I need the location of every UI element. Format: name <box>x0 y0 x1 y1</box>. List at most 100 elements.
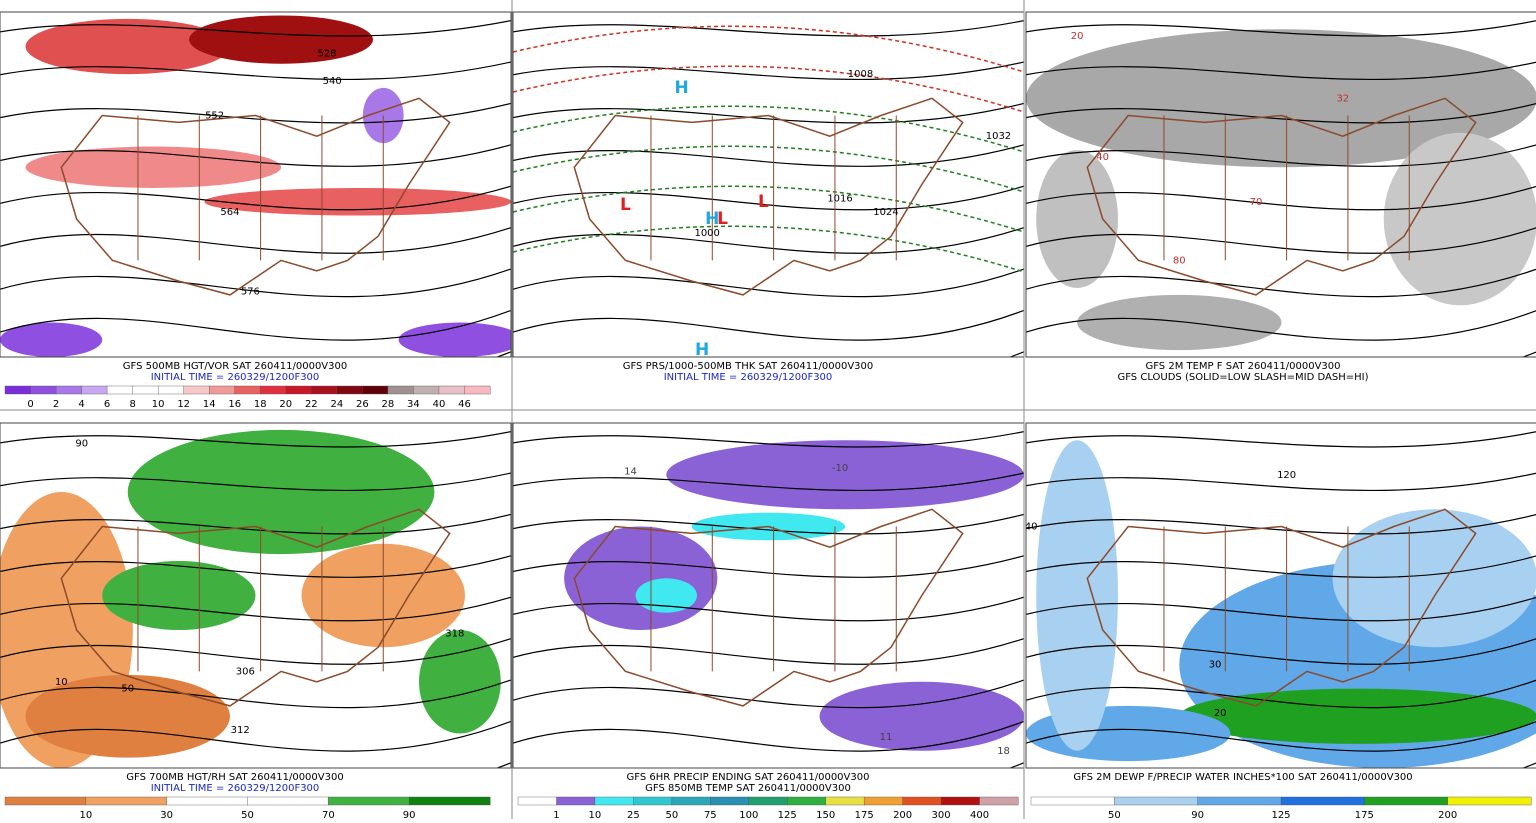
map-label: H <box>675 78 689 98</box>
colorbar-swatch <box>517 796 557 806</box>
field-area <box>25 146 282 188</box>
map-label: L <box>717 209 728 229</box>
contour <box>0 144 511 167</box>
caption: GFS 700MB HGT/RH SAT 260411/0000V300 <box>126 772 343 783</box>
field-area <box>189 15 374 64</box>
contour <box>0 226 511 254</box>
contour <box>513 226 1024 254</box>
borders <box>60 97 451 296</box>
map-label: 70 <box>1250 197 1263 208</box>
colorbar-label: 22 <box>305 399 318 410</box>
map-frame <box>0 422 512 769</box>
map-label: 318 <box>445 628 464 639</box>
caption: INITIAL TIME = 260329/1200F300 <box>664 372 833 383</box>
colorbar-swatch <box>1114 796 1199 806</box>
colorbar-label: 40 <box>433 399 446 410</box>
colorbar-label: 14 <box>203 399 216 410</box>
colorbar-swatch <box>787 796 827 806</box>
contour <box>0 679 511 709</box>
map-frame <box>1025 422 1536 769</box>
contour <box>513 185 1024 211</box>
colorbar-swatch <box>4 385 32 395</box>
colorbar-swatch <box>1030 796 1115 806</box>
contour <box>1026 268 1536 298</box>
colorbar-label: 125 <box>778 810 797 819</box>
colorbar-swatch <box>157 385 185 395</box>
colorbar-label: 0 <box>27 399 33 410</box>
borders <box>1086 97 1477 296</box>
map-label: 14 <box>624 466 637 477</box>
colorbar-label: 50 <box>1108 810 1121 819</box>
colorbar-label: 10 <box>79 810 92 819</box>
colorbar-swatch <box>106 385 134 395</box>
borders <box>573 508 964 707</box>
field-area <box>1036 440 1118 751</box>
field-area <box>1026 29 1536 168</box>
contour <box>0 309 511 341</box>
contour <box>1026 555 1536 578</box>
colorbar-swatch <box>328 796 410 806</box>
colorbar-swatch <box>260 385 287 395</box>
map-label: L <box>758 192 769 212</box>
map-label: 30 <box>1209 660 1222 671</box>
contour <box>0 430 511 448</box>
map-label: 80 <box>1173 255 1186 266</box>
colorbar-swatch <box>902 796 942 806</box>
contour <box>513 430 1024 448</box>
contour <box>513 472 1024 492</box>
thickness <box>513 225 1024 273</box>
colorbar-label: 25 <box>627 810 640 819</box>
colorbar-label: 1 <box>553 810 559 819</box>
colorbar-label: 18 <box>254 399 267 410</box>
colorbar-label: 2 <box>53 399 59 410</box>
colorbar-label: 200 <box>1438 810 1457 819</box>
colorbar-label: 50 <box>665 810 678 819</box>
caption: GFS 850MB TEMP SAT 260411/0000V300 <box>645 783 851 794</box>
caption: GFS PRS/1000-500MB THK SAT 260411/0000V3… <box>623 361 874 372</box>
colorbar-label: 6 <box>104 399 110 410</box>
colorbar-label: 26 <box>356 399 369 410</box>
colorbar-swatch <box>247 796 329 806</box>
thickness <box>513 105 1024 153</box>
map-label: 576 <box>241 286 260 297</box>
colorbar-label: 12 <box>177 399 190 410</box>
field-area <box>398 322 511 357</box>
field-area <box>564 526 718 630</box>
field-area <box>1036 150 1118 288</box>
contour <box>513 144 1024 167</box>
colorbar-swatch <box>1447 796 1532 806</box>
map: 30 40 20 120 <box>1025 423 1536 768</box>
colorbar-swatch <box>85 796 168 806</box>
contour <box>0 720 511 752</box>
contour <box>0 596 511 622</box>
thickness <box>513 25 1024 73</box>
field-area <box>0 322 103 357</box>
map-label: 20 <box>1214 708 1227 719</box>
colorbar-label: 10 <box>589 810 602 819</box>
contour <box>0 472 511 492</box>
colorbar-swatch <box>285 385 312 395</box>
caption: INITIAL TIME = 260329/1200F300 <box>151 783 320 794</box>
colorbar-label: 28 <box>382 399 395 410</box>
contour <box>1026 679 1536 709</box>
colorbar-swatch <box>336 385 363 395</box>
map-label: 32 <box>1336 93 1349 104</box>
colorbar-swatch <box>413 385 440 395</box>
colorbar-swatch <box>594 796 634 806</box>
map-label: 50 <box>121 684 134 695</box>
field-area <box>1077 294 1282 351</box>
panel: 20 32 40 70 80 GFS 2M TEMP F SAT 260411/0000V… <box>1025 11 1536 383</box>
map-label: 40 <box>1025 522 1038 533</box>
field-area <box>127 429 435 555</box>
contour <box>0 268 511 298</box>
contour <box>1026 144 1536 167</box>
field-area <box>666 440 1024 510</box>
map-label: 90 <box>75 439 88 450</box>
colorbar-swatch <box>234 385 261 395</box>
colorbar-label: 125 <box>1271 810 1290 819</box>
borders <box>60 508 451 707</box>
colorbar-swatch <box>1280 796 1365 806</box>
map-label: 1000 <box>694 228 719 239</box>
caption: GFS 6HR PRECIP ENDING SAT 260411/0000V30… <box>627 772 870 783</box>
